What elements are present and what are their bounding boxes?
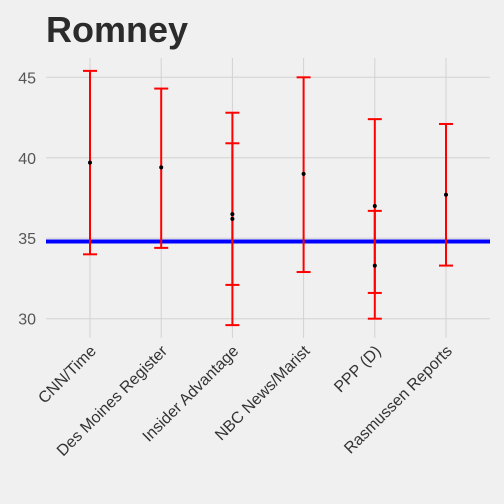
y-tick-label: 35 [18,231,36,248]
data-points [88,161,448,268]
data-point [373,204,377,208]
chart-title: Romney [46,9,188,50]
data-point [444,193,448,197]
data-point [373,264,377,268]
y-tick-label: 30 [18,312,36,329]
data-point [302,172,306,176]
gridlines [46,58,490,338]
error-bars [83,71,453,325]
data-point [159,165,163,169]
y-tick-labels: 30 35 40 45 [18,70,36,328]
x-tick-label: CNN/Time [35,343,99,407]
data-point [230,212,234,216]
y-tick-label: 40 [18,151,36,168]
y-tick-label: 45 [18,70,36,87]
x-tick-label: PPP (D) [331,343,384,396]
data-point [230,217,234,221]
data-point [88,161,92,165]
